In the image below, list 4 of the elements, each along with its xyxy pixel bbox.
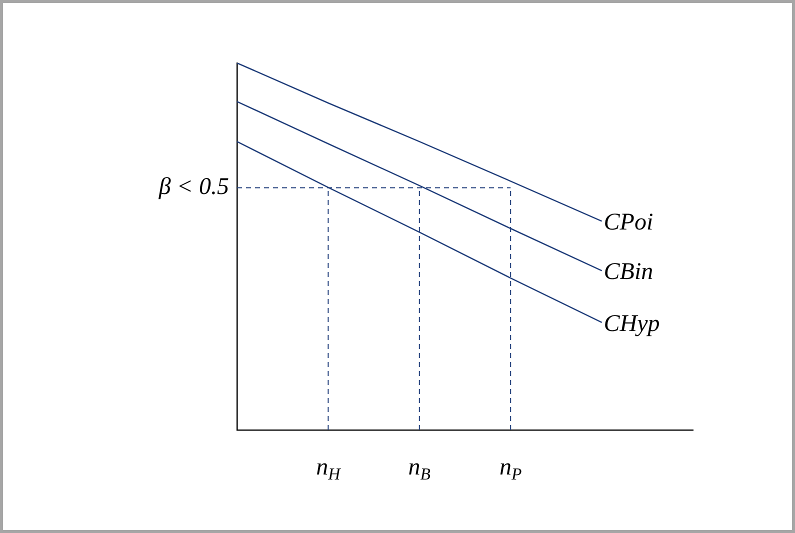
- series-label: CHyp: [604, 310, 660, 337]
- text: β < 0.5: [158, 174, 230, 200]
- series-label: CBin: [604, 259, 654, 286]
- series-label: CPoi: [604, 209, 654, 236]
